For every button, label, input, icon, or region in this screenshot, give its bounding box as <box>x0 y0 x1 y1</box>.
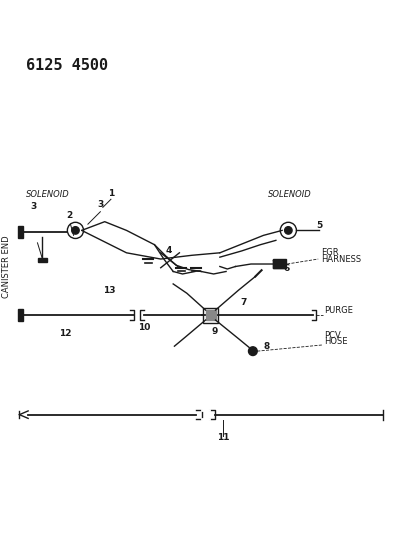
Text: 9: 9 <box>212 327 218 336</box>
Bar <box>18 309 22 321</box>
Bar <box>18 226 22 238</box>
Text: 6125 4500: 6125 4500 <box>26 59 108 74</box>
Text: 7: 7 <box>240 298 247 307</box>
Text: SOLENOID: SOLENOID <box>268 190 312 199</box>
Circle shape <box>285 227 292 234</box>
Text: 2: 2 <box>66 211 72 220</box>
Bar <box>206 310 215 320</box>
Text: 8: 8 <box>264 342 270 351</box>
Text: 11: 11 <box>217 433 229 441</box>
Text: 1: 1 <box>108 189 114 198</box>
Text: PURGE: PURGE <box>324 305 353 314</box>
Text: 12: 12 <box>59 329 72 338</box>
Text: CANISTER END: CANISTER END <box>2 235 11 298</box>
Text: 6: 6 <box>284 264 290 273</box>
Text: PCV: PCV <box>324 331 341 340</box>
Text: 4: 4 <box>166 246 172 255</box>
Text: 3: 3 <box>97 200 104 209</box>
Bar <box>273 259 286 269</box>
Text: HARNESS: HARNESS <box>321 255 361 263</box>
Circle shape <box>248 347 257 356</box>
Text: EGR: EGR <box>321 248 338 257</box>
Text: 10: 10 <box>138 323 150 332</box>
Text: HOSE: HOSE <box>324 337 348 346</box>
Bar <box>38 258 47 262</box>
Circle shape <box>72 227 79 234</box>
Text: 3: 3 <box>30 202 36 211</box>
Text: 13: 13 <box>103 286 115 295</box>
Text: SOLENOID: SOLENOID <box>26 190 69 199</box>
Text: 5: 5 <box>316 221 323 230</box>
Bar <box>203 308 218 322</box>
